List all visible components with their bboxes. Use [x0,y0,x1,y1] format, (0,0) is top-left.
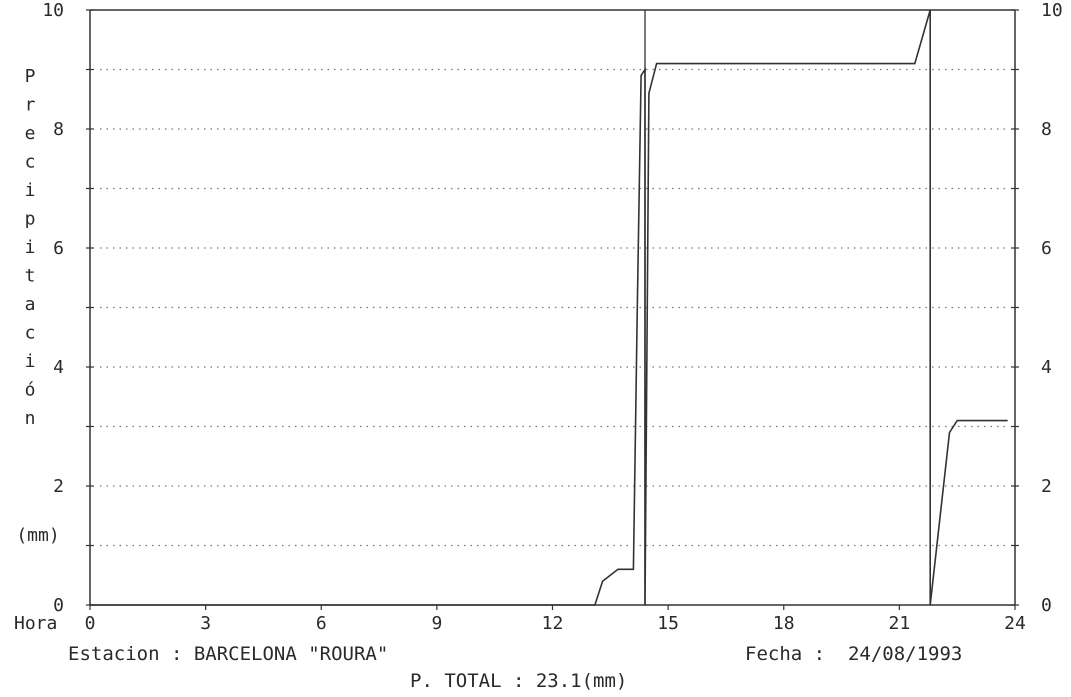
y-tick-label-right-10: 10 [1041,0,1063,21]
y-axis-label-char: c [25,323,36,344]
y-axis-label-char: P [25,66,36,87]
y-tick-label-left-4: 4 [53,357,64,378]
x-tick-label-6: 6 [316,613,327,634]
date-label: Fecha : 24/08/1993 [745,643,963,665]
y-axis-label-char: n [25,408,36,429]
y-axis-label-char: c [25,152,36,173]
series-line-0 [90,9,1008,606]
tick-labels: 0 02 24 46 68 810 100 3 6 9 12 15 18 21 24HoraPrecipit… [14,0,1063,634]
data-point [632,568,635,570]
y-axis-label-char: r [25,95,36,116]
y-tick-label-left-8: 8 [53,119,64,140]
x-tick-label-12: 12 [542,613,564,634]
data-point [89,604,91,606]
x-tick-label-0: 0 [85,613,96,634]
data-point [617,568,619,570]
axes [86,9,1019,610]
data-point [929,9,931,11]
y-axis-label-char: a [25,294,36,315]
y-axis-label-char: i [25,237,36,258]
data-point [644,68,646,71]
data-point [602,580,604,582]
x-tick-label-3: 3 [200,613,211,634]
y-tick-label-left-10: 10 [42,0,64,21]
data-point [948,431,951,434]
total-precipitation-label: P. TOTAL : 23.1(mm) [410,670,628,692]
y-tick-label-left-0: 0 [53,595,64,616]
y-axis-label-char: e [25,123,36,144]
data-point [655,62,658,65]
y-axis-unit: (mm) [16,525,59,546]
data-point [929,604,931,606]
y-tick-label-right-6: 6 [1041,238,1052,259]
data-point [644,604,646,606]
data-point [609,574,611,576]
series-layer [89,9,1008,606]
data-point [640,74,642,77]
data-point [648,92,650,94]
y-tick-label-right-0: 0 [1041,595,1052,616]
x-tick-label-24: 24 [1004,613,1026,634]
y-axis-label-char: ó [25,380,36,401]
x-tick-label-18: 18 [773,613,795,634]
data-point [594,604,596,606]
data-point [636,306,638,309]
station-label: Estacion : BARCELONA "ROURA" [68,643,389,665]
data-point [914,62,916,65]
y-tick-label-left-6: 6 [53,238,64,259]
y-tick-label-right-4: 4 [1041,357,1052,378]
y-axis-label-char: p [25,209,36,230]
data-point [1006,419,1008,422]
y-tick-label-right-8: 8 [1041,119,1052,140]
x-tick-label-15: 15 [657,613,679,634]
y-axis-label-char: i [25,180,36,201]
y-axis-label-char: i [25,351,36,372]
y-tick-label-right-2: 2 [1041,476,1052,497]
y-tick-label-left-2: 2 [53,476,64,497]
x-axis-prefix: Hora [14,613,57,634]
x-tick-label-21: 21 [889,613,911,634]
data-point [956,419,958,422]
y-axis-label-char: t [25,266,36,287]
grid-lines [100,68,1005,547]
x-tick-label-9: 9 [431,613,442,634]
